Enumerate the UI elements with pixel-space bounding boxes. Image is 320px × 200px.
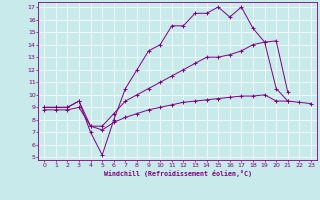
X-axis label: Windchill (Refroidissement éolien,°C): Windchill (Refroidissement éolien,°C) — [104, 170, 252, 177]
